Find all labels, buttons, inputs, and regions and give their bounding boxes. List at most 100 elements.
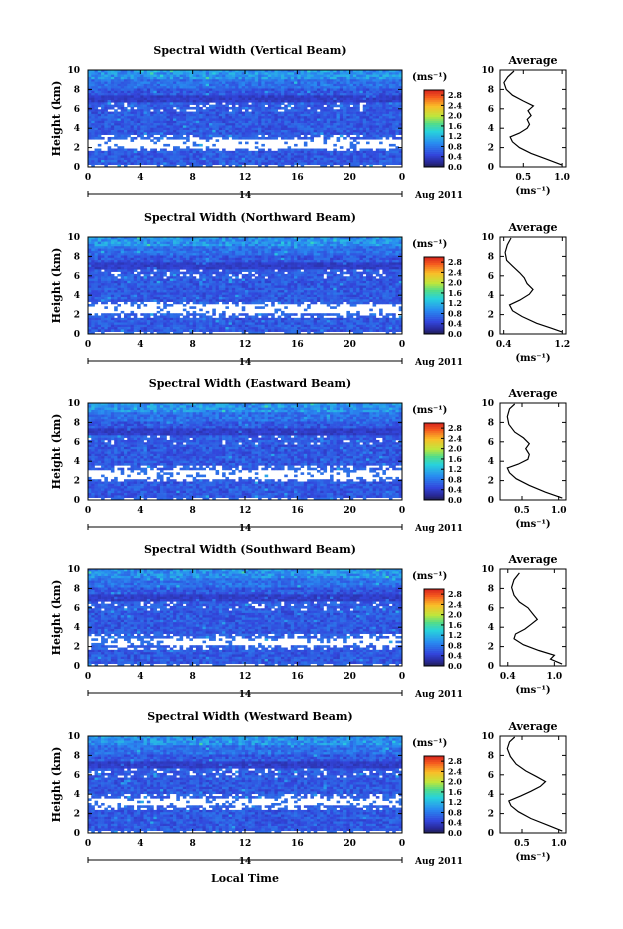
heatmap-cell bbox=[195, 150, 200, 154]
heatmap-cell bbox=[313, 111, 318, 115]
heatmap-cell bbox=[280, 160, 285, 163]
heatmap-cell bbox=[146, 276, 151, 279]
heatmap-cell bbox=[251, 100, 256, 103]
heatmap-cell bbox=[117, 97, 122, 101]
heatmap-cell bbox=[379, 79, 383, 82]
heatmap-cell bbox=[395, 72, 400, 75]
heatmap-cell bbox=[104, 150, 108, 154]
heatmap-cell bbox=[382, 132, 386, 135]
heatmap-cell bbox=[274, 102, 279, 105]
heatmap-cell bbox=[215, 139, 220, 142]
heatmap-cell bbox=[97, 294, 102, 298]
heatmap-cell bbox=[186, 327, 190, 330]
heatmap-cell bbox=[179, 294, 184, 298]
heatmap-cell bbox=[339, 111, 344, 115]
heatmap-cell bbox=[222, 88, 226, 92]
heatmap-cell bbox=[218, 120, 223, 124]
heatmap-cell bbox=[382, 155, 386, 159]
heatmap-cell bbox=[110, 111, 115, 115]
heatmap-cell bbox=[372, 136, 377, 140]
heatmap-cell bbox=[107, 93, 112, 96]
heatmap-cell bbox=[186, 125, 190, 129]
heatmap-cell bbox=[205, 74, 210, 78]
heatmap-cell bbox=[163, 93, 167, 96]
heatmap-cell bbox=[159, 243, 164, 247]
heatmap-cell bbox=[241, 104, 246, 108]
heatmap-cell bbox=[189, 150, 193, 154]
heatmap-cell bbox=[159, 262, 164, 266]
heatmap-cell bbox=[366, 76, 370, 80]
heatmap-cell bbox=[140, 297, 144, 300]
heatmap-cell bbox=[205, 79, 210, 82]
heatmap-cell bbox=[343, 106, 347, 110]
heatmap-cell bbox=[176, 130, 180, 133]
heatmap-cell bbox=[186, 130, 190, 133]
heatmap-cell bbox=[274, 100, 279, 103]
heatmap-cell bbox=[274, 88, 279, 92]
heatmap-cell bbox=[104, 306, 108, 309]
heatmap-cell bbox=[254, 153, 259, 156]
heatmap-cell bbox=[137, 113, 141, 117]
heatmap-cell bbox=[123, 267, 128, 270]
heatmap-cell bbox=[264, 79, 269, 82]
heatmap-cell bbox=[94, 123, 99, 126]
heatmap-cell bbox=[218, 81, 223, 85]
heatmap-cell bbox=[241, 150, 246, 154]
heatmap-cell bbox=[372, 100, 377, 103]
heatmap-cell bbox=[290, 148, 295, 152]
heatmap-cell bbox=[130, 324, 135, 328]
heatmap-cell bbox=[271, 88, 275, 92]
heatmap-cell bbox=[346, 83, 350, 87]
heatmap-cell bbox=[166, 76, 171, 80]
heatmap-cell bbox=[166, 83, 171, 87]
heatmap-cell bbox=[88, 241, 92, 245]
heatmap-cell bbox=[130, 132, 135, 135]
heatmap-cell bbox=[117, 157, 122, 161]
heatmap-cell bbox=[150, 125, 154, 129]
heatmap-cell bbox=[107, 294, 112, 298]
heatmap-cell bbox=[385, 81, 390, 85]
heatmap-cell bbox=[186, 116, 190, 119]
heatmap-cell bbox=[369, 88, 373, 92]
heatmap-cell bbox=[310, 97, 314, 101]
heatmap-cell bbox=[212, 79, 216, 82]
heatmap-cell bbox=[133, 239, 138, 242]
heatmap-cell bbox=[91, 104, 95, 108]
heatmap-cell bbox=[209, 118, 213, 122]
heatmap-cell bbox=[343, 116, 347, 119]
heatmap-cell bbox=[290, 111, 295, 115]
heatmap-cell bbox=[150, 150, 154, 154]
heatmap-cell bbox=[169, 88, 174, 92]
heatmap-cell bbox=[91, 70, 95, 73]
heatmap-cell bbox=[123, 237, 128, 240]
heatmap-cell bbox=[110, 273, 115, 277]
heatmap-cell bbox=[143, 83, 148, 87]
heatmap-cell bbox=[146, 150, 151, 154]
heatmap-cell bbox=[215, 90, 220, 94]
heatmap-cell bbox=[352, 74, 357, 78]
heatmap-cell bbox=[284, 148, 288, 152]
heatmap-cell bbox=[228, 123, 233, 126]
heatmap-cell bbox=[114, 283, 118, 286]
heatmap-cell bbox=[235, 81, 239, 85]
heatmap-cell bbox=[127, 297, 131, 300]
heatmap-cell bbox=[372, 153, 377, 156]
heatmap-cell bbox=[254, 79, 259, 82]
colorbar-swatch bbox=[424, 111, 444, 114]
heatmap-cell bbox=[104, 250, 108, 254]
colorbar-swatch bbox=[424, 157, 444, 160]
heatmap-cell bbox=[225, 136, 229, 140]
heatmap-cell bbox=[225, 74, 229, 78]
heatmap-cell bbox=[241, 81, 246, 85]
heatmap-cell bbox=[212, 90, 216, 94]
heatmap-cell bbox=[235, 79, 239, 82]
heatmap-cell bbox=[159, 324, 164, 328]
heatmap-cell bbox=[235, 74, 239, 78]
heatmap-cell bbox=[382, 157, 386, 161]
heatmap-cell bbox=[130, 116, 135, 119]
heatmap-cell bbox=[320, 79, 324, 82]
heatmap-cell bbox=[280, 79, 285, 82]
heatmap-cell bbox=[189, 317, 193, 321]
heatmap-cell bbox=[326, 130, 331, 133]
heatmap-cell bbox=[330, 150, 334, 154]
